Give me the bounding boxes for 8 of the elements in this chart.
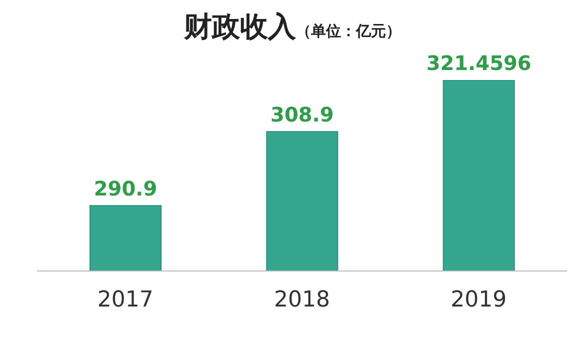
data-label: 321.4596	[426, 51, 532, 75]
x-tick-label: 2018	[274, 288, 330, 313]
data-label: 290.9	[94, 176, 158, 201]
data-label: 308.9	[270, 102, 334, 127]
x-tick-label: 2019	[450, 288, 507, 313]
x-tick-label: 2017	[97, 288, 154, 313]
chart-subtitle: （单位：亿元）	[296, 22, 401, 40]
chart-title: 财政收入	[184, 10, 296, 43]
